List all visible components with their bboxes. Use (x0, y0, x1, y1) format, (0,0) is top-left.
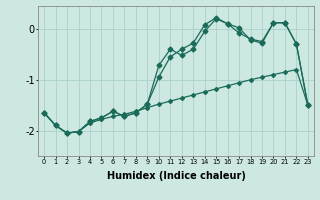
X-axis label: Humidex (Indice chaleur): Humidex (Indice chaleur) (107, 171, 245, 181)
